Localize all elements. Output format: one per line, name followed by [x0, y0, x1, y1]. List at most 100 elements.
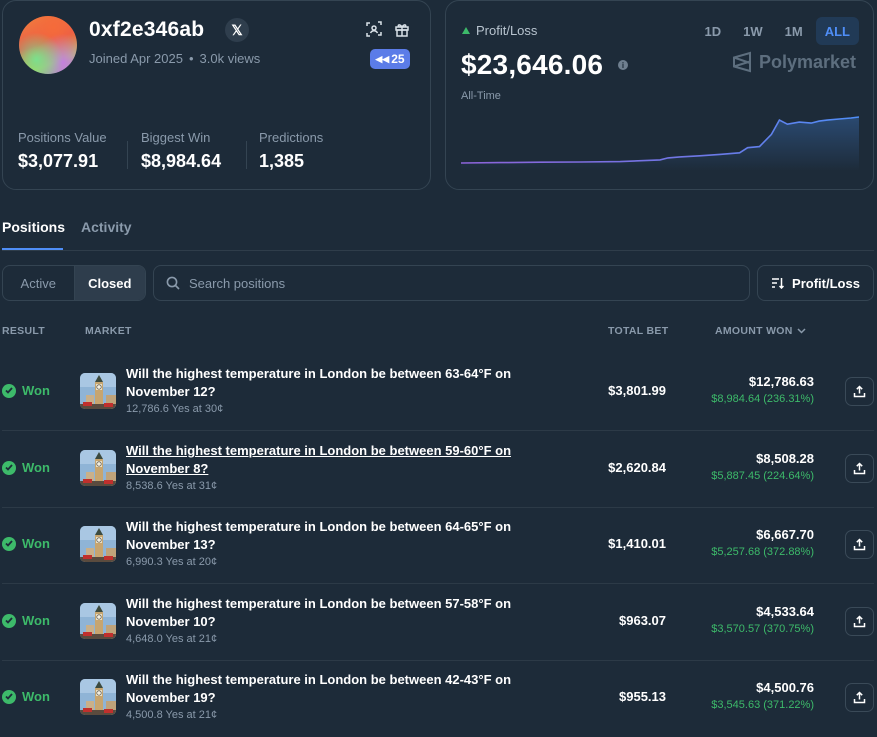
market-thumbnail[interactable]	[80, 450, 116, 486]
range-tab-all[interactable]: ALL	[815, 17, 859, 45]
pnl-label: Profit/Loss	[462, 23, 537, 38]
brand-name: Polymarket	[759, 51, 857, 72]
share-icon	[853, 615, 866, 628]
total-bet: $1,410.01	[608, 536, 666, 551]
profit-amount: $8,984.64 (236.31%)	[711, 393, 814, 405]
market-title[interactable]: Will the highest temperature in London b…	[126, 366, 512, 399]
pnl-card: Profit/Loss $23,646.06 i All-Time 1D 1W …	[445, 0, 874, 190]
pnl-period: All-Time	[461, 90, 501, 102]
share-button[interactable]	[845, 683, 874, 712]
profile-meta: Joined Apr 2025 • 3.0k views	[89, 51, 261, 66]
stat-label: Biggest Win	[141, 130, 211, 145]
amount-won: $6,667.70	[756, 527, 814, 542]
market-shares: 8,538.6 Yes at 31¢	[126, 480, 218, 492]
pnl-area	[461, 117, 859, 171]
sort-button[interactable]: Profit/Loss	[757, 265, 874, 301]
polymarket-icon	[733, 51, 751, 73]
status-segmented-control: Active Closed	[2, 265, 146, 301]
share-icon	[853, 385, 866, 398]
check-circle-icon	[2, 536, 16, 551]
result-label: Won	[22, 460, 50, 475]
polymarket-logo: Polymarket	[732, 51, 856, 73]
search-input[interactable]	[189, 275, 729, 291]
check-circle-icon	[2, 383, 16, 398]
result-cell: Won	[2, 689, 50, 704]
share-icon	[853, 462, 866, 475]
stat-label: Predictions	[259, 130, 324, 145]
table-row: Won Will the highest temperature in Lond…	[2, 507, 874, 584]
header-amount-won[interactable]: AMOUNT WON	[715, 325, 806, 337]
market-thumbnail[interactable]	[80, 373, 116, 409]
segment-active[interactable]: Active	[20, 275, 56, 291]
total-bet: $955.13	[619, 689, 666, 704]
pnl-value: $23,646.06	[461, 49, 604, 80]
profit-amount: $3,545.63 (371.22%)	[711, 699, 814, 711]
info-icon[interactable]: i	[618, 60, 628, 70]
stat-label: Positions Value	[18, 130, 107, 145]
result-cell: Won	[2, 536, 50, 551]
header-total-bet[interactable]: TOTAL BET	[608, 325, 669, 337]
stat-value: $3,077.91	[18, 151, 99, 171]
market-thumbnail[interactable]	[80, 679, 116, 715]
market-shares: 6,990.3 Yes at 20¢	[126, 556, 218, 568]
profile-card: 0xf2e346ab 𝕏 Joined Apr 2025 • 3.0k views …	[2, 0, 431, 190]
row-divider	[2, 660, 874, 661]
search-box	[153, 265, 750, 301]
share-button[interactable]	[845, 454, 874, 483]
total-bet: $2,620.84	[608, 460, 666, 475]
market-title[interactable]: Will the highest temperature in London b…	[126, 443, 512, 476]
market-title[interactable]: Will the highest temperature in London b…	[126, 519, 512, 552]
scan-icon[interactable]	[366, 21, 384, 39]
row-divider	[2, 507, 874, 508]
gift-icon[interactable]	[394, 21, 412, 39]
stat-positions-value: Positions Value $3,077.91	[18, 130, 107, 172]
result-label: Won	[22, 613, 50, 628]
pnl-chart	[461, 116, 859, 171]
header-market: MARKET	[85, 325, 132, 337]
pnl-line	[461, 116, 859, 164]
triangle-up-icon	[462, 27, 470, 34]
avatar[interactable]	[19, 16, 77, 74]
share-button[interactable]	[845, 530, 874, 559]
range-tab-1m[interactable]: 1M	[784, 23, 803, 39]
range-tabs: 1D 1W 1M ALL	[696, 17, 859, 45]
range-tab-1d[interactable]: 1D	[704, 23, 722, 39]
total-bet: $963.07	[619, 613, 666, 628]
stat-biggest-win: Biggest Win $8,984.64	[141, 130, 221, 172]
x-twitter-icon[interactable]: 𝕏	[225, 18, 249, 42]
table-row: Won Will the highest temperature in Lond…	[2, 354, 874, 431]
tab-positions[interactable]: Positions	[2, 219, 66, 235]
streak-badge[interactable]: ◀◀ 25	[370, 49, 410, 69]
table-row: Won Will the highest temperature in Lond…	[2, 584, 874, 661]
row-divider	[2, 430, 874, 431]
result-label: Won	[22, 536, 50, 551]
stat-value: 1,385	[259, 151, 305, 171]
share-button[interactable]	[845, 377, 874, 406]
tab-activity[interactable]: Activity	[81, 219, 132, 235]
market-shares: 12,786.6 Yes at 30¢	[126, 403, 224, 415]
market-thumbnail[interactable]	[80, 603, 116, 639]
amount-won: $4,500.76	[756, 680, 814, 695]
chevron-down-icon	[797, 328, 806, 334]
divider	[246, 141, 247, 169]
market-title[interactable]: Will the highest temperature in London b…	[126, 672, 512, 705]
amount-won: $4,533.64	[756, 604, 814, 619]
sort-icon	[772, 278, 785, 289]
market-thumbnail[interactable]	[80, 526, 116, 562]
segment-closed[interactable]: Closed	[73, 266, 145, 300]
total-bet: $3,801.99	[608, 383, 666, 398]
profit-amount: $5,887.45 (224.64%)	[711, 470, 814, 482]
username: 0xf2e346ab	[89, 18, 205, 41]
profit-amount: $3,570.57 (370.75%)	[711, 623, 814, 635]
market-shares: 4,500.8 Yes at 21¢	[126, 709, 218, 721]
share-icon	[853, 691, 866, 704]
table-row: Won Will the highest temperature in Lond…	[2, 660, 874, 737]
range-tab-1w[interactable]: 1W	[743, 23, 763, 39]
share-button[interactable]	[845, 607, 874, 636]
market-title[interactable]: Will the highest temperature in London b…	[126, 596, 512, 629]
tab-underline	[2, 248, 63, 250]
view-count: 3.0k views	[199, 51, 261, 66]
joined-date: Joined Apr 2025	[89, 51, 183, 66]
result-cell: Won	[2, 613, 50, 628]
main-tabs: Positions Activity	[2, 210, 874, 251]
